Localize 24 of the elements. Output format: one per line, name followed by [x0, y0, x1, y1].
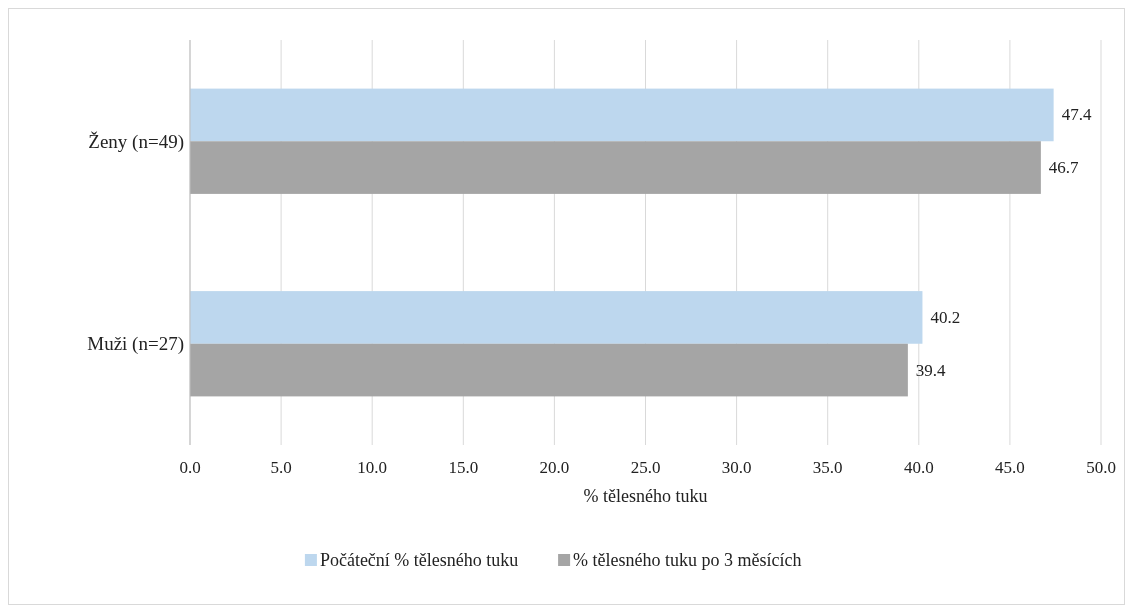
y-tick-label: Ženy (n=49)	[88, 130, 184, 153]
legend-label: % tělesného tuku po 3 měsících	[573, 550, 802, 570]
x-tick-label: 5.0	[270, 458, 292, 477]
x-tick-label: 35.0	[812, 458, 843, 477]
x-tick-label: 0.0	[179, 458, 201, 477]
x-tick-label: 15.0	[448, 458, 479, 477]
x-tick-label: 40.0	[903, 458, 934, 477]
x-tick-label: 45.0	[995, 458, 1025, 477]
bar	[190, 141, 1041, 194]
x-tick-label: 30.0	[721, 458, 752, 477]
x-tick-label: 10.0	[357, 458, 388, 477]
bar	[190, 343, 908, 397]
x-tick-label: 25.0	[630, 458, 661, 477]
x-tick-label: 20.0	[539, 458, 570, 477]
bar	[190, 88, 1054, 142]
data-label: 46.7	[1048, 158, 1080, 178]
legend-label: Počáteční % tělesného tuku	[319, 550, 519, 570]
y-tick-label: Muži (n=27)	[87, 333, 184, 356]
data-label: 40.2	[930, 307, 961, 327]
data-label: 47.4	[1061, 105, 1092, 125]
x-tick-label: 50.0	[1086, 458, 1116, 477]
bar	[190, 291, 923, 344]
data-label: 39.4	[915, 360, 947, 380]
x-axis-title: % tělesného tuku	[583, 486, 708, 506]
